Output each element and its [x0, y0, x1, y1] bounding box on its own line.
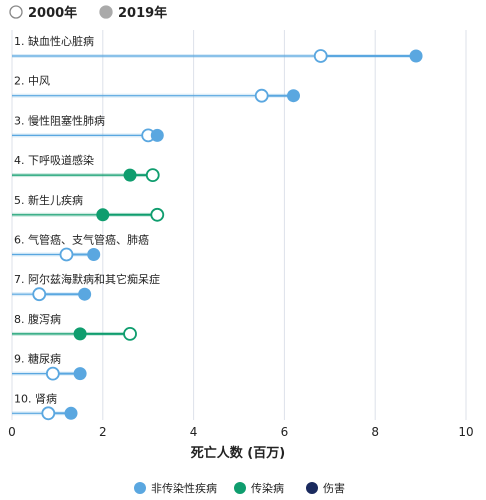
row-6: 6. 气管癌、支气管癌、肺癌: [12, 233, 149, 262]
x-axis-label: 死亡人数 (百万): [191, 445, 285, 461]
point-2000: [45, 366, 60, 381]
point-2019: [64, 406, 78, 420]
category-legend-label: 传染病: [251, 481, 284, 495]
row-8: 8. 腹泻病: [12, 312, 137, 341]
row-label: 5. 新生儿疾病: [14, 193, 83, 207]
point-2000: [41, 406, 56, 421]
point-2019: [87, 248, 101, 261]
grid-lines: [11, 30, 467, 420]
point-2019: [409, 49, 423, 63]
row-7: 7. 阿尔兹海默病和其它痴呆症: [12, 272, 160, 302]
row-label: 7. 阿尔兹海默病和其它痴呆症: [14, 272, 160, 286]
row-label: 2. 中风: [14, 75, 50, 88]
chart-rows: 1. 缺血性心脏病 2. 中风 3. 慢性阻塞性肺病 4. 下呼吸道感染 5. 新生儿疾…: [12, 34, 423, 421]
row-10: 10. 肾病: [12, 391, 78, 421]
year-legend: 2000年 2019年: [9, 5, 167, 21]
row-1: 1. 缺血性心脏病: [12, 34, 423, 63]
row-label: 3. 慢性阻塞性肺病: [14, 113, 105, 127]
row-label: 10. 肾病: [14, 391, 57, 405]
row-2: 2. 中风: [12, 75, 300, 103]
category-legend-label: 非传染性疾病: [151, 481, 217, 495]
x-tick-label: 0: [8, 425, 16, 439]
x-tick-label: 2: [99, 425, 107, 439]
row-5: 5. 新生儿疾病: [12, 193, 165, 222]
point-2000: [145, 168, 160, 183]
row-label: 6. 气管癌、支气管癌、肺癌: [14, 233, 149, 247]
point-2019: [78, 287, 92, 301]
row-label: 1. 缺血性心脏病: [14, 34, 94, 48]
legend-marker-inj: [306, 482, 318, 494]
point-2000: [32, 287, 47, 302]
point-2019: [96, 208, 110, 222]
row-4: 4. 下呼吸道感染: [12, 153, 160, 183]
legend-marker-ncd: [134, 482, 146, 494]
x-tick-label: 10: [458, 425, 473, 439]
category-legend-label: 伤害: [323, 481, 345, 495]
row-label: 4. 下呼吸道感染: [14, 153, 94, 167]
point-2019: [150, 128, 164, 142]
point-2019: [73, 367, 87, 381]
x-tick-label: 8: [371, 425, 379, 439]
category-legend: 非传染性疾病 传染病 伤害: [134, 481, 345, 495]
row-label: 8. 腹泻病: [14, 312, 61, 326]
legend-filled-marker: [99, 5, 113, 19]
point-2000: [59, 247, 74, 262]
point-2019: [286, 89, 300, 103]
point-2019: [73, 327, 87, 341]
row-label: 9. 糖尿病: [14, 352, 61, 366]
point-2000: [150, 207, 165, 222]
point-2000: [123, 326, 137, 341]
year-legend-label: 2000年: [28, 5, 77, 21]
x-tick-label: 4: [190, 425, 198, 439]
legend-marker-cd: [234, 482, 246, 494]
point-2019: [123, 168, 137, 182]
row-3: 3. 慢性阻塞性肺病: [12, 113, 164, 143]
row-9: 9. 糖尿病: [12, 352, 87, 381]
x-axis: 死亡人数 (百万) 0 2 4 6 8 10: [8, 425, 473, 461]
point-2000: [254, 88, 269, 103]
x-tick-label: 6: [281, 425, 289, 439]
legend-hollow-marker: [9, 5, 23, 19]
point-2000: [313, 49, 328, 63]
year-legend-label: 2019年: [118, 5, 167, 21]
